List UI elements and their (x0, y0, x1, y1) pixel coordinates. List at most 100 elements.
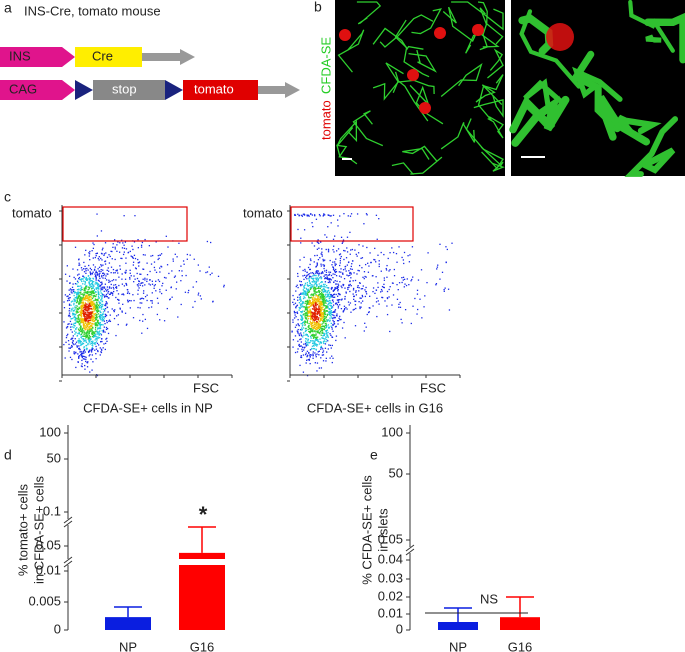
event-dot (71, 318, 72, 319)
event-dot (299, 266, 300, 267)
event-dot (341, 308, 342, 309)
event-dot (100, 305, 101, 306)
event-dot (359, 270, 360, 271)
event-dot (353, 288, 354, 289)
event-dot (303, 372, 304, 373)
event-dot (133, 264, 134, 265)
event-dot (77, 361, 78, 362)
event-dot (296, 324, 297, 325)
event-dot (398, 289, 399, 290)
event-dot (303, 349, 304, 350)
event-dot (113, 272, 114, 273)
event-dot (323, 213, 324, 214)
event-dot (115, 248, 116, 249)
event-dot (102, 330, 103, 331)
event-dot (310, 340, 311, 341)
event-dot (319, 343, 320, 344)
event-dot (394, 275, 395, 276)
event-dot (294, 312, 295, 313)
event-dot (295, 312, 296, 313)
event-dot (131, 255, 132, 256)
event-dot (312, 343, 313, 344)
event-dot (323, 350, 324, 351)
event-dot (366, 293, 367, 294)
event-dot (87, 331, 88, 332)
event-dot (376, 316, 377, 317)
event-dot (303, 293, 304, 294)
event-dot (115, 279, 116, 280)
event-dot (315, 292, 316, 293)
event-dot (306, 289, 307, 290)
event-dot (101, 230, 102, 231)
event-dot (334, 274, 335, 275)
event-dot (110, 256, 111, 257)
event-dot (357, 285, 358, 286)
event-dot (84, 290, 85, 291)
event-dot (312, 226, 313, 227)
event-dot (316, 326, 317, 327)
event-dot (147, 274, 148, 275)
event-dot (95, 266, 96, 267)
event-dot (137, 284, 138, 285)
event-dot (348, 275, 349, 276)
event-dot (164, 277, 165, 278)
event-dot (123, 254, 124, 255)
event-dot (363, 285, 364, 286)
event-dot (315, 295, 316, 296)
event-dot (98, 280, 99, 281)
event-dot (99, 286, 100, 287)
event-dot (299, 325, 300, 326)
event-dot (403, 259, 404, 260)
event-dot (325, 305, 326, 306)
event-dot (146, 263, 147, 264)
event-dot (329, 300, 330, 301)
axis-break (402, 547, 572, 553)
event-dot (101, 284, 102, 285)
event-dot (305, 354, 306, 355)
event-dot (353, 293, 354, 294)
event-dot (350, 277, 351, 278)
event-dot (90, 328, 91, 329)
event-dot (81, 338, 82, 339)
event-dot (344, 298, 345, 299)
event-dot (88, 329, 89, 330)
panel-label: d (4, 447, 12, 463)
event-dot (365, 287, 366, 288)
event-dot (141, 245, 142, 246)
event-dot (323, 325, 324, 326)
event-dot (132, 249, 133, 250)
event-dot (412, 306, 413, 307)
event-dot (81, 334, 82, 335)
event-dot (404, 286, 405, 287)
event-dot (76, 318, 77, 319)
event-dot (91, 349, 92, 350)
event-dot (172, 258, 173, 259)
event-dot (315, 312, 316, 313)
event-dot (90, 271, 91, 272)
event-dot (334, 317, 335, 318)
event-dot (335, 280, 336, 281)
event-dot (113, 291, 114, 292)
event-dot (314, 348, 315, 349)
event-dot (65, 294, 66, 295)
event-dot (92, 298, 93, 299)
event-dot (317, 239, 318, 240)
event-dot (100, 299, 101, 300)
event-dot (364, 330, 365, 331)
event-dot (95, 322, 96, 323)
event-dot (401, 257, 402, 258)
event-dot (323, 215, 324, 216)
event-dot (86, 268, 87, 269)
event-dot (349, 232, 350, 233)
event-dot (145, 296, 146, 297)
event-dot (369, 296, 370, 297)
event-dot (324, 234, 325, 235)
event-dot (304, 275, 305, 276)
event-dot (101, 253, 102, 254)
event-dot (107, 286, 108, 287)
event-dot (78, 357, 79, 358)
event-dot (318, 290, 319, 291)
event-dot (67, 265, 68, 266)
event-dot (322, 354, 323, 355)
event-dot (322, 332, 323, 333)
